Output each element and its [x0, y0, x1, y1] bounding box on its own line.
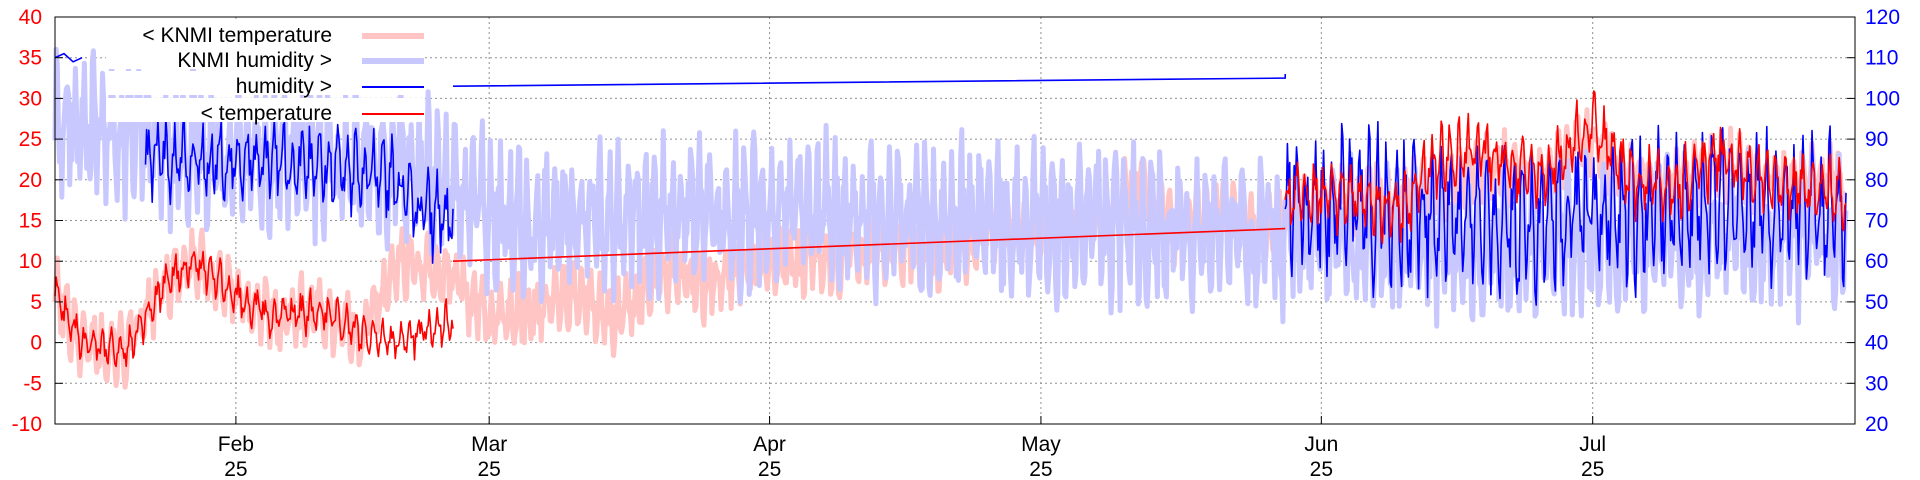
legend-label: KNMI humidity > — [177, 49, 332, 72]
tick-label-left: 35 — [19, 47, 42, 70]
tick-label-month: May — [1021, 433, 1061, 456]
tick-label-left: 5 — [30, 291, 42, 314]
series-3 — [54, 90, 1847, 368]
tick-label-left: 10 — [19, 250, 42, 273]
tick-label-month: Feb — [218, 433, 254, 456]
legend-label: < temperature — [201, 102, 332, 125]
tick-label-right: 80 — [1865, 169, 1888, 192]
tick-label-day: 25 — [224, 458, 247, 480]
series-line-segment — [1284, 120, 1847, 306]
tick-label-right: 60 — [1865, 250, 1888, 273]
tick-label-day: 25 — [1029, 458, 1052, 480]
legend-label: < KNMI temperature — [142, 24, 332, 47]
series-line-segment — [452, 74, 1286, 87]
series-line — [52, 46, 1849, 329]
tick-label-month: Jul — [1579, 433, 1606, 456]
tick-label-left: 15 — [19, 210, 42, 233]
tick-label-day: 25 — [1581, 458, 1604, 480]
tick-label-right: 90 — [1865, 128, 1888, 151]
tick-label-right: 100 — [1865, 87, 1900, 110]
tick-label-right: 20 — [1865, 413, 1888, 436]
legend-label: humidity > — [236, 75, 332, 98]
tick-label-right: 50 — [1865, 291, 1888, 314]
tick-label-day: 25 — [758, 458, 781, 480]
tick-label-left: 30 — [19, 87, 42, 110]
series-line-segment — [1284, 90, 1847, 244]
tick-label-left: 25 — [19, 128, 42, 151]
tick-label-right: 110 — [1865, 47, 1898, 70]
tick-label-month: Apr — [753, 433, 786, 456]
legend-backdrop — [106, 98, 422, 122]
y-axis-left: 40 35 30 25 20 15 10 5 0 -5 -10 — [12, 6, 63, 436]
series-line-segment — [144, 110, 454, 264]
tick-label-left: 20 — [19, 169, 42, 192]
series-1 — [52, 46, 1849, 329]
legend-backdrop — [106, 45, 422, 69]
tick-label-month: Mar — [471, 433, 507, 456]
legend-backdrop — [106, 71, 422, 95]
series-layer — [52, 46, 1849, 390]
series-2 — [54, 52, 1847, 306]
tick-label-right: 30 — [1865, 372, 1888, 395]
series-line-segment — [452, 227, 1286, 262]
series-line-segment — [54, 52, 83, 63]
tick-label-month: Jun — [1304, 433, 1338, 456]
tick-label-left: 0 — [30, 332, 42, 355]
legend-backdrop — [106, 20, 422, 44]
tick-label-left: 40 — [19, 6, 42, 29]
series-line-segment — [54, 250, 454, 368]
tick-label-right: 70 — [1865, 210, 1888, 233]
tick-label-day: 25 — [477, 458, 500, 480]
tick-label-left: -5 — [23, 372, 42, 395]
y-axis-right: 120 110 100 90 80 70 60 50 40 30 20 — [1847, 6, 1900, 436]
tick-label-left: -10 — [12, 413, 42, 436]
tick-label-right: 40 — [1865, 332, 1888, 355]
tick-label-right: 120 — [1865, 6, 1900, 29]
tick-label-day: 25 — [1310, 458, 1333, 480]
